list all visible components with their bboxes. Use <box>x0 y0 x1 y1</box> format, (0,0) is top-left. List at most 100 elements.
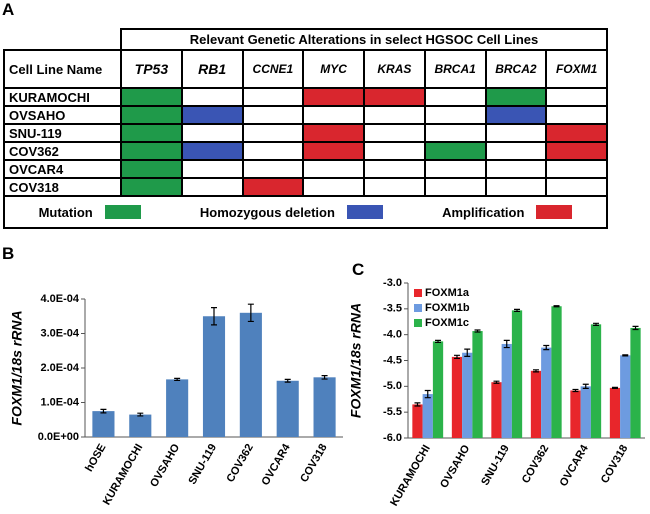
x-tick-label: SNU-119 <box>479 443 512 488</box>
cell-line-name: OVCAR4 <box>3 159 122 179</box>
gene-header: BRCA1 <box>423 49 487 89</box>
alteration-cell <box>423 123 487 143</box>
legend-label: Homozygous deletion <box>199 204 335 220</box>
y-axis-title: FOXM1/18s rRNA <box>9 310 25 425</box>
gene-header: KRAS <box>363 49 426 89</box>
error-bar <box>424 389 431 399</box>
error-bar <box>321 374 328 380</box>
alteration-cell <box>545 87 608 107</box>
error-bar <box>474 329 481 333</box>
bar <box>609 387 621 438</box>
alteration-cell <box>241 123 305 143</box>
error-bar <box>514 308 521 313</box>
error-bar <box>414 402 421 407</box>
cell-line-name: COV318 <box>3 177 122 197</box>
bar <box>239 312 262 437</box>
bar <box>129 414 152 437</box>
cell-line-row: COV362 <box>3 141 608 161</box>
cell-line-name: SNU-119 <box>3 123 122 143</box>
error-bar <box>100 408 107 414</box>
alteration-cell <box>241 159 305 179</box>
alteration-cell <box>363 105 426 125</box>
legend-label: Mutation <box>38 204 93 220</box>
bar <box>313 377 336 437</box>
legend-cell: Mutation Homozygous deletion Amplification <box>3 195 608 229</box>
x-tick-label: OVCAR4 <box>558 442 592 488</box>
bar <box>202 316 226 437</box>
error-bar <box>532 369 539 373</box>
alteration-cell <box>302 123 365 143</box>
legend-swatch <box>104 205 141 219</box>
alteration-cell <box>545 105 608 125</box>
bar <box>462 352 473 438</box>
bar <box>590 324 602 438</box>
legend-swatch <box>414 304 422 312</box>
x-tick-label: COV362 <box>224 442 255 485</box>
legend-label: FOXM1c <box>425 317 469 329</box>
alteration-cell <box>302 87 365 107</box>
error-bar <box>435 339 442 344</box>
alteration-cell <box>120 87 183 107</box>
panel-label: B <box>2 244 15 263</box>
y-tick-label: 1.0E-04 <box>40 396 79 408</box>
cell-line-name: COV362 <box>3 141 122 161</box>
alteration-cell <box>363 159 426 179</box>
alteration-cell <box>241 87 305 107</box>
cell-line-row: OVCAR4 <box>3 159 608 179</box>
legend-swatch <box>346 205 383 219</box>
header-row: Cell Line Name TP53 RB1 CCNE1 MYC KRAS BRCA1 BR… <box>3 49 608 89</box>
alteration-cell <box>484 159 548 179</box>
bar <box>511 310 523 438</box>
bar <box>551 306 562 438</box>
alteration-cell <box>120 105 183 125</box>
error-bar <box>622 354 629 357</box>
alteration-cell <box>484 177 548 197</box>
bar <box>541 347 552 438</box>
bar <box>501 343 512 438</box>
y-tick-label: -3.0 <box>383 277 402 289</box>
bar <box>276 380 299 437</box>
error-bar <box>582 383 589 389</box>
chart-c: -6.0 -5.5 -5.0 -4.5 -4.0 -3.5 -3.0 FOXM1/18s rR… <box>348 277 645 508</box>
bar <box>630 327 641 438</box>
alteration-cell <box>484 105 548 125</box>
alteration-cell <box>180 177 244 197</box>
error-bar <box>632 325 639 331</box>
alteration-cell <box>180 123 244 143</box>
alteration-cell <box>484 141 548 161</box>
legend-item: Homozygous deletion <box>200 205 383 220</box>
x-tick-label: hOSE <box>83 442 108 474</box>
cell-line-name: KURAMOCHI <box>3 87 122 107</box>
title-row: Relevant Genetic Alterations in select H… <box>4 28 608 51</box>
legend-swatch <box>414 319 422 327</box>
x-tick-label: SNU-119 <box>186 442 219 487</box>
alteration-cell <box>241 105 305 125</box>
cell-line-row: SNU-119 <box>3 123 608 143</box>
bar <box>422 394 433 438</box>
x-tick-label: KURAMOCHI <box>101 442 146 507</box>
chart-b: 0.0E+00 1.0E-04 2.0E-04 3.0E-04 4.0E-04 FOXM1… <box>9 293 343 507</box>
alteration-cell <box>423 159 487 179</box>
error-bar <box>284 378 291 383</box>
error-bar <box>247 303 254 323</box>
alteration-cell <box>545 141 608 161</box>
bar <box>530 370 542 438</box>
alteration-cell <box>363 177 426 197</box>
y-tick-label: 3.0E-04 <box>40 327 79 339</box>
bar <box>570 390 581 438</box>
alteration-cell <box>545 159 608 179</box>
gene-header: MYC <box>302 49 365 89</box>
alteration-cell <box>302 105 365 125</box>
alteration-cell <box>120 177 183 197</box>
bar <box>620 355 631 438</box>
gene-header: TP53 <box>120 49 183 89</box>
cell-line-row: KURAMOCHI <box>3 87 608 107</box>
x-tick-label: COV318 <box>599 443 630 486</box>
legend-swatch <box>414 289 422 297</box>
error-bar <box>543 344 550 351</box>
alteration-cell <box>180 105 244 125</box>
table-title: Relevant Genetic Alterations in select H… <box>120 28 608 51</box>
legend-label: FOXM1a <box>425 287 470 299</box>
error-bar <box>464 348 471 357</box>
